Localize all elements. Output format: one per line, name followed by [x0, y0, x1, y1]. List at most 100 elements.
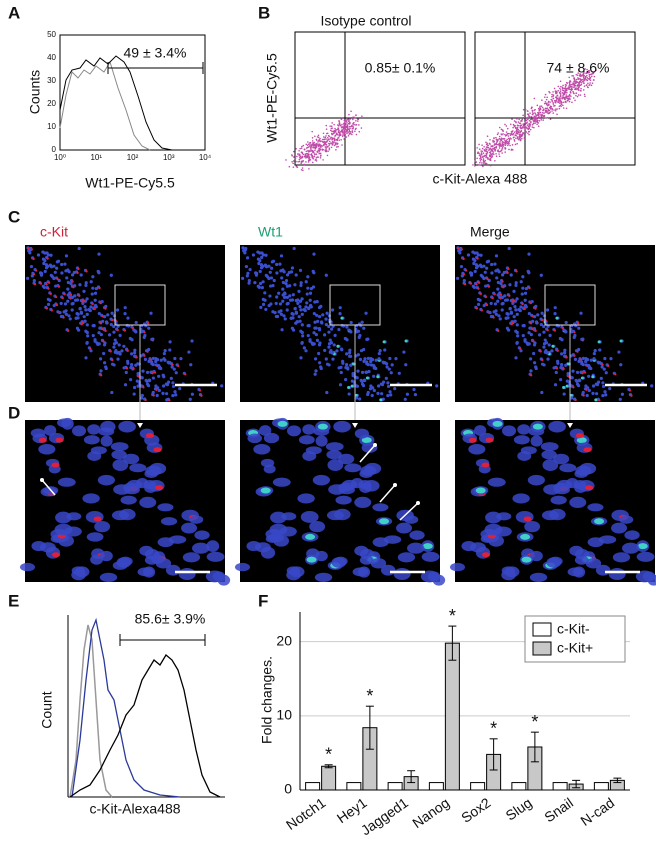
nucleus — [386, 384, 391, 389]
ckit-signal — [116, 328, 119, 332]
event-dot — [557, 89, 560, 92]
ckit-signal — [475, 307, 479, 310]
event-dot — [586, 77, 589, 79]
nucleus — [601, 384, 606, 389]
nucleus — [171, 381, 175, 385]
event-dot — [504, 133, 506, 136]
event-dot — [348, 132, 351, 135]
y-tick-label: 20 — [276, 632, 292, 648]
event-dot — [347, 118, 350, 121]
nucleus — [41, 250, 45, 254]
event-dot — [476, 147, 478, 149]
nucleus — [505, 311, 509, 316]
ckit-signal — [49, 292, 52, 296]
event-dot — [314, 144, 317, 146]
event-dot — [568, 88, 570, 90]
nucleus — [281, 299, 285, 303]
event-dot — [522, 132, 524, 135]
event-dot — [307, 156, 309, 158]
wt1-signal — [351, 362, 355, 366]
nucleus — [512, 493, 530, 504]
ckit-signal — [477, 281, 481, 285]
nucleus — [598, 361, 602, 365]
nucleus — [368, 387, 373, 391]
nucleus — [60, 262, 64, 267]
event-dot — [528, 122, 530, 125]
event-dot — [588, 75, 591, 78]
event-dot — [551, 93, 553, 96]
event-dot — [540, 116, 543, 118]
nucleus — [325, 390, 329, 395]
nucleus — [589, 358, 593, 362]
nucleus — [327, 345, 331, 349]
nucleus — [513, 435, 530, 445]
nucleus — [603, 356, 607, 361]
nucleus — [290, 311, 294, 316]
event-dot — [491, 150, 494, 152]
ckit-signal — [51, 462, 60, 468]
event-dot — [331, 143, 334, 146]
event-dot — [501, 141, 504, 143]
event-dot — [551, 110, 553, 112]
event-dot — [548, 106, 551, 109]
nucleus — [147, 480, 165, 492]
event-dot — [558, 105, 561, 108]
ckit-signal — [468, 437, 477, 443]
nucleus — [297, 289, 301, 293]
event-dot — [560, 105, 562, 108]
bar — [552, 782, 568, 791]
nucleus — [260, 251, 264, 255]
nucleus — [168, 535, 187, 544]
event-dot — [320, 154, 322, 156]
nucleus — [100, 435, 113, 447]
event-dot — [532, 122, 535, 125]
nucleus — [154, 356, 158, 361]
nucleus — [587, 503, 604, 512]
wt1-signal — [492, 420, 503, 427]
x-tick-label: 10² — [127, 153, 139, 162]
nucleus — [84, 283, 88, 288]
ckit-signal — [630, 394, 633, 397]
nucleus — [351, 477, 364, 489]
nucleus — [496, 287, 500, 291]
event-dot — [484, 159, 487, 162]
nucleus — [562, 392, 566, 396]
nucleus — [359, 555, 374, 565]
wt1-signal — [566, 362, 570, 366]
nucleus — [55, 511, 72, 524]
event-dot — [501, 129, 504, 131]
event-dot — [502, 133, 504, 135]
event-dot — [578, 89, 580, 92]
event-dot — [539, 111, 542, 114]
event-dot — [317, 134, 320, 137]
nucleus — [344, 377, 348, 382]
event-dot — [541, 106, 544, 109]
nucleus — [257, 261, 261, 266]
arrow-head — [40, 478, 44, 482]
nucleus — [338, 312, 342, 316]
ckit-signal — [462, 257, 465, 261]
ckit-signal — [52, 552, 61, 558]
nucleus — [524, 305, 528, 309]
nucleus — [147, 347, 151, 352]
x-tick-label: Sox2 — [458, 794, 493, 826]
nucleus — [91, 333, 95, 338]
event-dot — [541, 111, 544, 114]
nucleus — [354, 545, 369, 556]
nucleus — [527, 311, 531, 316]
event-dot — [305, 161, 307, 163]
nucleus — [307, 306, 311, 310]
event-dot — [512, 130, 514, 132]
event-dot — [556, 94, 559, 97]
nucleus — [165, 392, 169, 396]
nucleus — [603, 390, 607, 394]
event-dot — [572, 75, 575, 77]
event-dot — [530, 115, 533, 118]
ckit-signal — [507, 267, 510, 271]
event-dot — [313, 151, 315, 154]
nucleus — [132, 392, 136, 396]
event-dot — [561, 92, 564, 94]
ckit-signal — [523, 516, 532, 522]
event-dot — [495, 152, 497, 155]
event-dot — [478, 164, 480, 166]
